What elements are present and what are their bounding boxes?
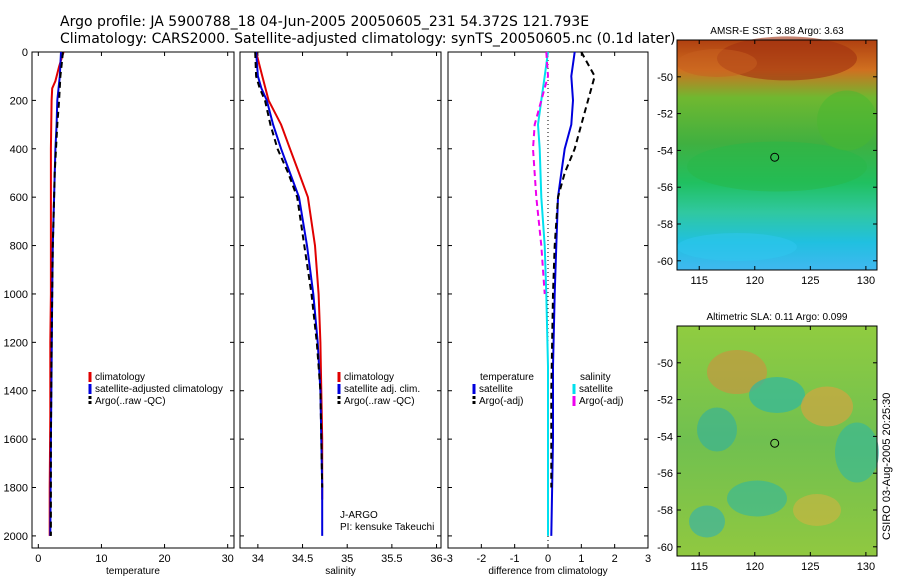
x-tick-label: 35.5 xyxy=(381,553,402,565)
x-tick-label: 125 xyxy=(801,275,819,287)
figure-title-line1: Argo profile: JA 5900788_18 04-Jun-2005 … xyxy=(60,14,590,30)
legend-label: climatology xyxy=(344,372,394,383)
y-tick-label: -50 xyxy=(657,358,673,370)
x-tick-label: 34.5 xyxy=(292,553,313,565)
map-blob xyxy=(835,422,879,483)
map-blob xyxy=(793,494,841,526)
y-tick-label: 600 xyxy=(10,192,28,204)
legend-title: salinity xyxy=(580,372,611,383)
map-blob xyxy=(801,386,853,427)
map-blob xyxy=(689,505,725,538)
x-tick-label: 120 xyxy=(746,275,764,287)
annotation-text: J-ARGO xyxy=(340,510,378,521)
legend-label: Argo(-adj) xyxy=(479,396,523,407)
map-blob xyxy=(677,49,757,77)
y-tick-label: -52 xyxy=(657,395,673,407)
x-tick-label: 35 xyxy=(341,553,353,565)
legend-label: climatology xyxy=(95,372,145,383)
series-line xyxy=(255,51,324,536)
series-line xyxy=(49,51,64,536)
credit-text: CSIRO 03-Aug-2005 20:25:30 xyxy=(881,393,893,540)
y-tick-label: -54 xyxy=(657,145,673,157)
profile-panel-3: -3 -2 -1 0 1 2 3 difference from climatology xyxy=(443,51,651,577)
y-tick-label: 200 xyxy=(10,95,28,107)
y-tick-label: 1400 xyxy=(4,386,28,398)
y-tick-label: 2000 xyxy=(4,531,28,543)
legend-label: satellite xyxy=(479,384,513,395)
profile-location-marker xyxy=(770,438,780,448)
x-axis-label: salinity xyxy=(325,566,356,577)
legend-label: Argo(-adj) xyxy=(579,396,623,407)
y-tick-label: -50 xyxy=(657,72,673,84)
map-title: Altimetric SLA: 0.11 Argo: 0.099 xyxy=(706,312,847,323)
map-blob xyxy=(687,141,867,192)
x-tick-label: 34 xyxy=(252,553,264,565)
map-panel-2: Altimetric SLA: 0.11 Argo: 0.099 115 120 12… xyxy=(657,312,879,573)
x-tick-label: 36 xyxy=(430,553,442,565)
x-axis-label: difference from climatology xyxy=(488,566,607,577)
x-tick-label: -2 xyxy=(476,553,486,565)
y-tick-label: -60 xyxy=(657,542,673,554)
y-tick-label: 1200 xyxy=(4,337,28,349)
x-tick-label: 115 xyxy=(690,561,708,573)
x-tick-label: 0 xyxy=(35,553,41,565)
series-line xyxy=(550,51,596,488)
y-tick-label: 400 xyxy=(10,144,28,156)
map-blob xyxy=(697,407,737,452)
y-tick-label: -52 xyxy=(657,109,673,121)
legend-title: temperature xyxy=(480,372,534,383)
legend-label: satellite adj. clim. xyxy=(344,384,420,395)
profile-location-marker xyxy=(770,152,780,162)
map-title: AMSR-E SST: 3.88 Argo: 3.63 xyxy=(710,26,844,37)
profile-panel-2: 34 34.5 35 35.5 36 salinity xyxy=(239,51,443,577)
map-panel-1: AMSR-E SST: 3.88 Argo: 3.63 115 120 125 130 -… xyxy=(657,26,878,287)
map-frame xyxy=(676,39,878,271)
plot-frame xyxy=(31,51,235,549)
legend-label: satellite xyxy=(579,384,613,395)
profile-panel-1: 0 10 20 30 temperature 0 200 400 600 800 1000 1200 1… xyxy=(4,47,235,577)
map-blob xyxy=(707,350,767,394)
x-tick-label: -1 xyxy=(510,553,520,565)
x-tick-label: 20 xyxy=(158,553,170,565)
y-tick-label: -56 xyxy=(657,468,673,480)
series-line xyxy=(536,51,549,536)
x-tick-label: 115 xyxy=(690,275,708,287)
x-tick-label: 120 xyxy=(746,561,764,573)
x-tick-label: 130 xyxy=(857,275,875,287)
y-tick-label: -58 xyxy=(657,219,673,231)
x-tick-label: 0 xyxy=(545,553,551,565)
x-tick-label: 30 xyxy=(222,553,234,565)
y-tick-label: -56 xyxy=(657,182,673,194)
map-frame xyxy=(676,325,878,557)
map-blob xyxy=(817,90,877,151)
x-tick-label: 130 xyxy=(857,561,875,573)
legend-label: Argo(..raw -QC) xyxy=(344,396,415,407)
legend-label: Argo(..raw -QC) xyxy=(95,396,166,407)
figure-title-line2: Climatology: CARS2000. Satellite-adjuste… xyxy=(60,31,676,47)
plot-frame xyxy=(239,51,442,549)
x-tick-label: 1 xyxy=(578,553,584,565)
x-tick-label: 3 xyxy=(645,553,651,565)
y-tick-label: 1800 xyxy=(4,483,28,495)
y-tick-label: 1000 xyxy=(4,289,28,301)
y-tick-label: -58 xyxy=(657,505,673,517)
map-blob xyxy=(749,377,805,413)
legend-label: satellite-adjusted climatology xyxy=(95,384,223,395)
annotation-text: PI: kensuke Takeuchi xyxy=(340,522,434,533)
x-tick-label: 10 xyxy=(95,553,107,565)
x-tick-label: 2 xyxy=(612,553,618,565)
map-blob xyxy=(677,233,797,261)
x-axis-label: temperature xyxy=(106,566,160,577)
x-tick-label: -3 xyxy=(443,553,453,565)
y-tick-label: 1600 xyxy=(4,434,28,446)
y-tick-label: 800 xyxy=(10,241,28,253)
y-tick-label: -54 xyxy=(657,431,673,443)
series-line xyxy=(550,51,576,536)
y-tick-label: -60 xyxy=(657,256,673,268)
map-blob xyxy=(727,480,787,517)
y-tick-label: 0 xyxy=(22,47,28,59)
x-tick-label: 125 xyxy=(801,561,819,573)
